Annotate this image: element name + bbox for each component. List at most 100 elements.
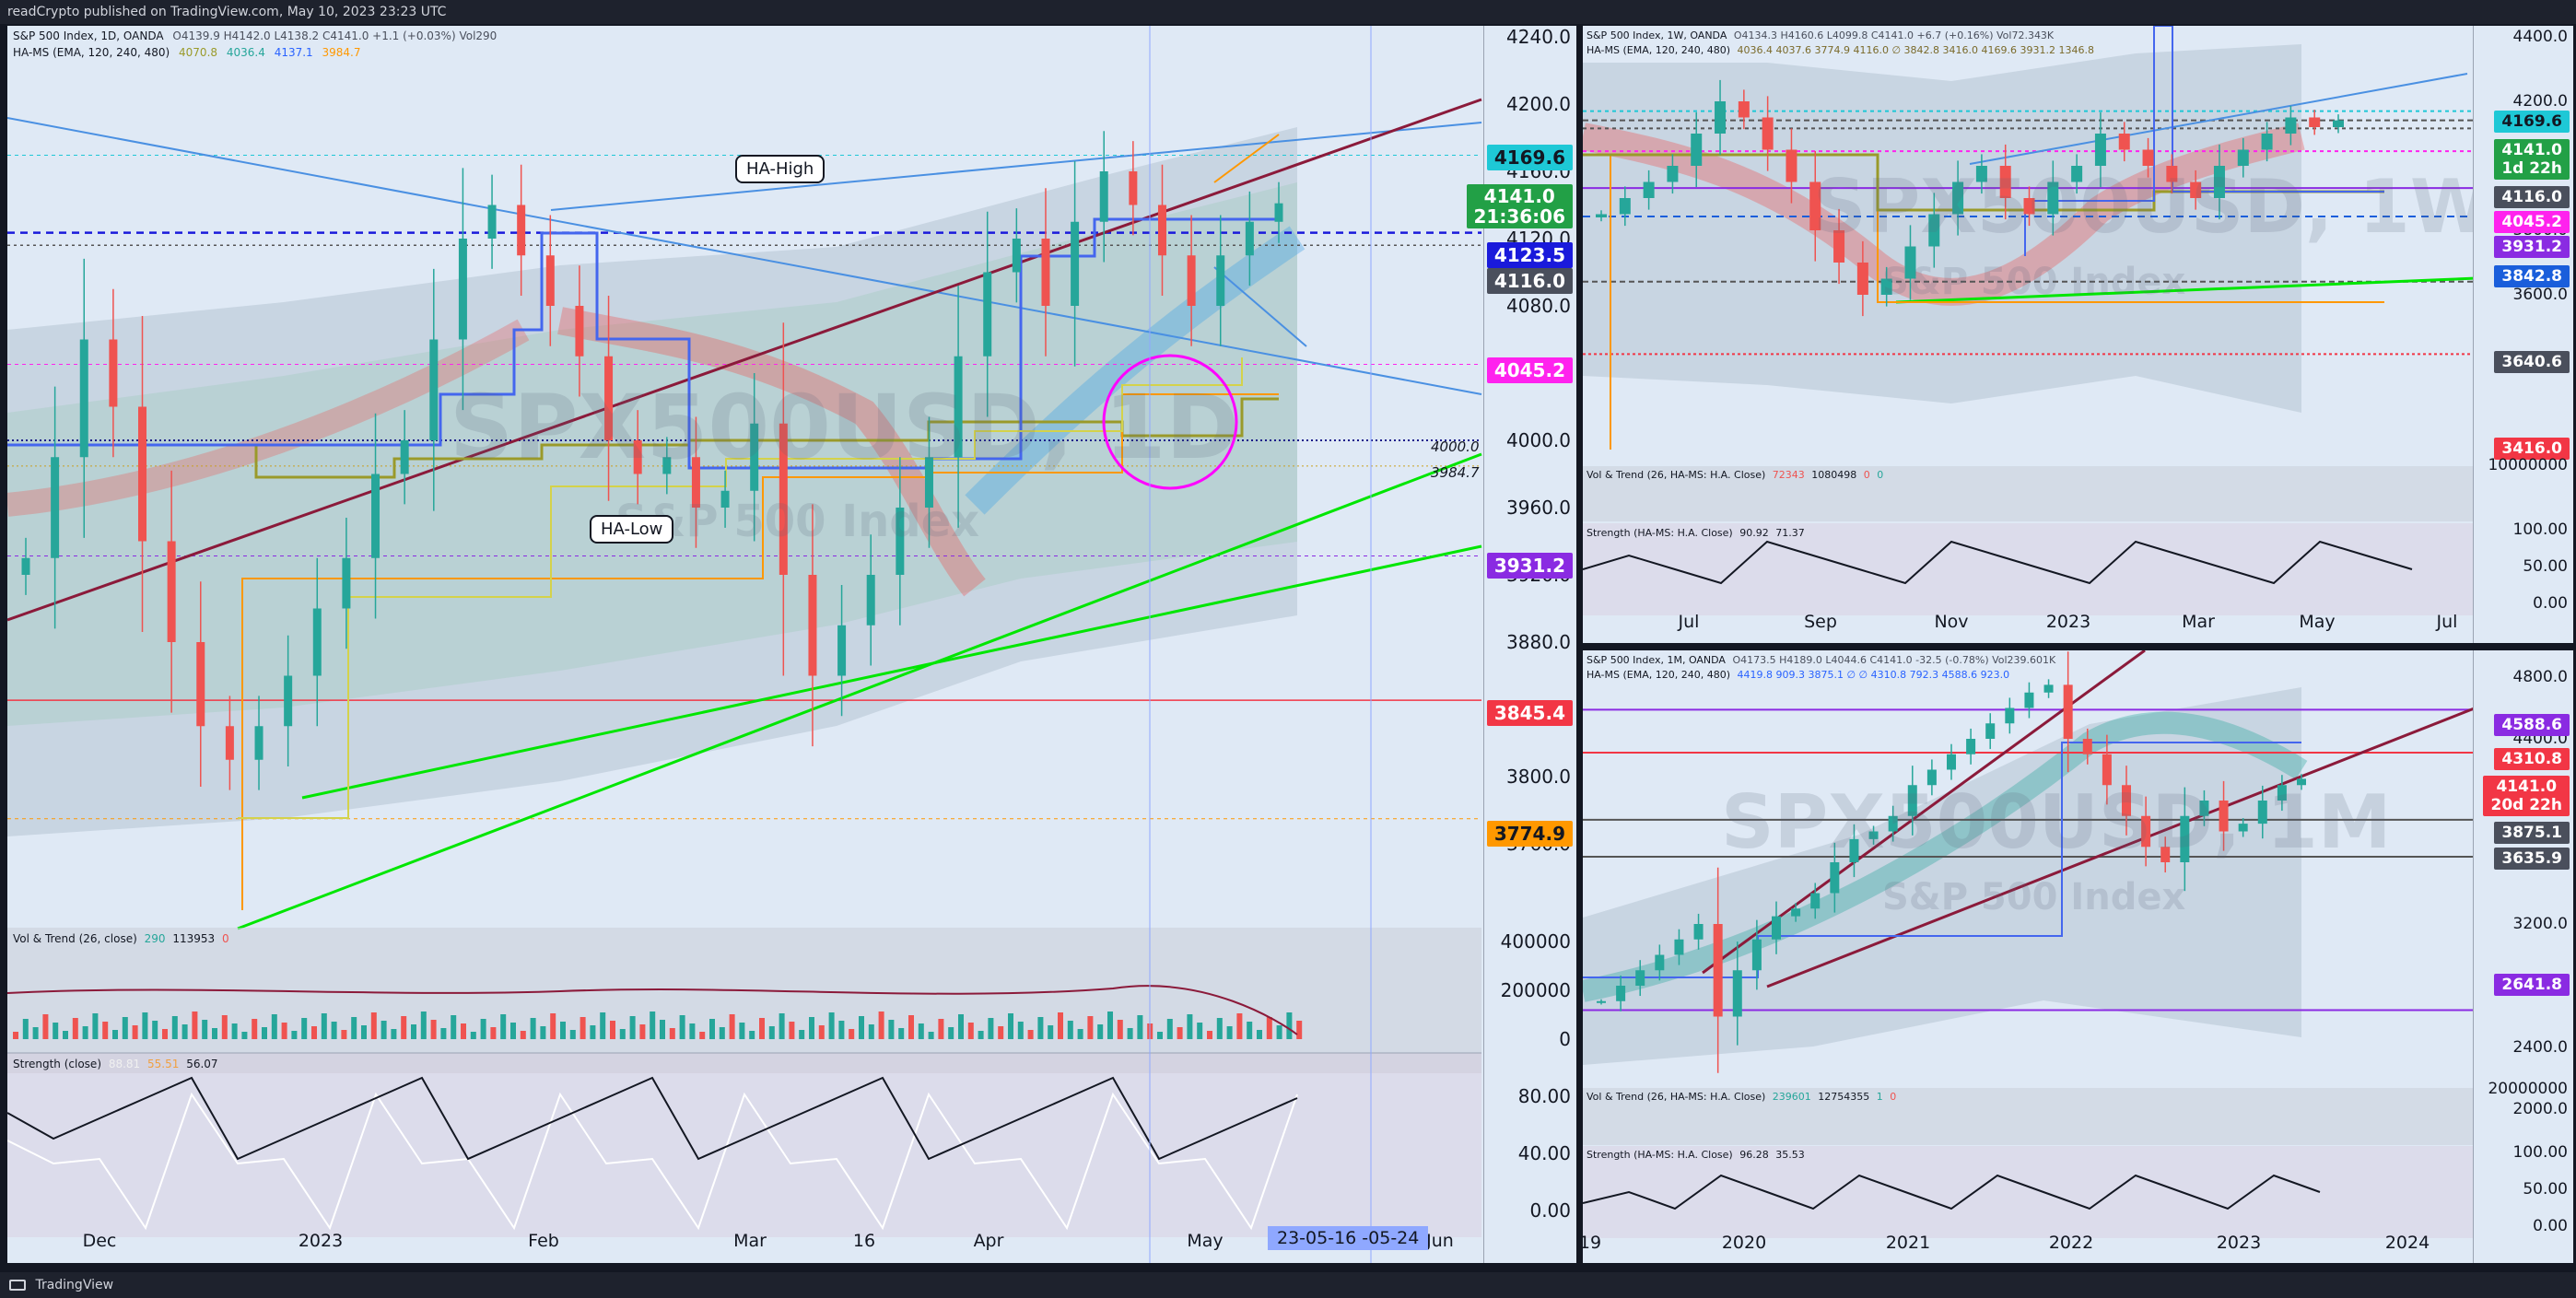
daily-vol-bar-112 (1127, 1028, 1133, 1039)
monthly-chart-canvas[interactable] (1583, 650, 2573, 1263)
monthly-tick-6: 2400.0 (2512, 1038, 2568, 1057)
daily-candle-42 (1245, 221, 1254, 256)
daily-tag-4123: 4123.5 (1486, 242, 1573, 268)
daily-vol-bar-119 (1197, 1023, 1203, 1039)
panel-divider-horizontal[interactable] (1583, 643, 2576, 650)
monthly-indicator-values: 4419.8 909.3 3875.1 ∅ ∅ 4310.8 792.3 458… (1737, 669, 2010, 681)
daily-vol-bar-13 (142, 1012, 148, 1039)
tradingview-logo-icon (9, 1280, 26, 1291)
daily-vol-bar-10 (112, 1030, 118, 1039)
weekly-candle-18 (2023, 198, 2035, 215)
weekly-candle-13 (1904, 246, 1916, 279)
weekly-legend-indicator[interactable]: HA-MS (EMA, 120, 240, 480) 4036.4 4037.6… (1587, 44, 2094, 56)
daily-vol-bar-1 (22, 1019, 29, 1039)
weekly-strength-legend[interactable]: Strength (HA-MS: H.A. Close) 90.92 71.37 (1587, 527, 1805, 539)
weekly-candle-31 (2333, 120, 2344, 127)
daily-candle-4 (138, 406, 147, 542)
daily-vol-bar-115 (1157, 1032, 1163, 1039)
daily-chart-panel[interactable]: SPX500USD, 1D S&P 500 Index S&P 500 Inde… (7, 26, 1576, 1263)
daily-candle-22 (662, 457, 672, 474)
daily-price-scale[interactable]: 4240.04200.04160.04120.04080.04040.04000… (1466, 26, 1576, 1263)
daily-legend-symbol[interactable]: S&P 500 Index, 1D, OANDA O4139.9 H4142.0… (13, 29, 497, 42)
daily-vol-bar-58 (590, 1025, 596, 1039)
monthly-chart-panel[interactable]: SPX500USD, 1M S&P 500 Index S&P 500 Inde… (1583, 650, 2573, 1263)
daily-candle-9 (284, 675, 293, 727)
monthly-legend-symbol[interactable]: S&P 500 Index, 1M, OANDA O4173.5 H4189.0… (1587, 654, 2055, 666)
daily-tick-7: 3960.0 (1506, 497, 1571, 519)
daily-vol-bar-54 (550, 1013, 556, 1039)
panel-divider-vertical[interactable] (1576, 24, 1583, 1272)
monthly-xlabel-0: 19 (1583, 1233, 1602, 1253)
daily-vol-bar-101 (1017, 1022, 1024, 1039)
weekly-chart-panel[interactable]: SPX500USD, 1W S&P 500 Index S&P 500 Inde… (1583, 26, 2573, 643)
daily-vol-bar-76 (768, 1026, 775, 1039)
daily-symbol-label: S&P 500 Index, 1D, OANDA (13, 29, 164, 42)
weekly-xlabel-5: May (2299, 612, 2336, 632)
monthly-vol-legend[interactable]: Vol & Trend (26, HA-MS: H.A. Close) 2396… (1587, 1091, 1896, 1103)
weekly-candle-4 (1691, 134, 1703, 166)
daily-vol-bar-87 (878, 1012, 884, 1039)
daily-vol-bar-55 (560, 1022, 566, 1039)
monthly-xlabel-1: 2020 (1721, 1233, 1767, 1253)
daily-cloud-inner (7, 182, 1297, 726)
daily-vol-bar-40 (411, 1024, 416, 1039)
daily-vol-legend[interactable]: Vol & Trend (26, close) 290 113953 0 (13, 932, 229, 945)
monthly-cloud (1583, 687, 2301, 1065)
daily-crosshair-time-label: 23-05-16 -05-24 (1268, 1226, 1429, 1250)
daily-vol-bar-82 (828, 1012, 835, 1039)
weekly-indicator-name: HA-MS (EMA, 120, 240, 480) (1587, 44, 1731, 56)
weekly-candle-26 (2213, 166, 2225, 198)
daily-vol-bar-0 (13, 1032, 18, 1039)
daily-candle-26 (779, 423, 788, 575)
weekly-tag-4116: 4116.0 (2494, 186, 2570, 208)
daily-vol-bar-52 (530, 1018, 536, 1039)
daily-vol-bar-19 (202, 1020, 208, 1039)
daily-vol-bar-100 (1008, 1013, 1013, 1039)
daily-legend-indicator[interactable]: HA-MS (EMA, 120, 240, 480) 4070.8 4036.4… (13, 46, 361, 59)
monthly-strength-legend[interactable]: Strength (HA-MS: H.A. Close) 96.28 35.53 (1587, 1149, 1805, 1161)
daily-candle-28 (837, 625, 847, 676)
daily-chart-canvas[interactable] (7, 26, 1576, 1263)
monthly-price-scale[interactable]: 4800.04400.04000.03600.03200.02800.02400… (2473, 650, 2573, 1263)
daily-vol-bar-62 (629, 1016, 636, 1039)
monthly-strength-line (1583, 1174, 2321, 1210)
daily-candle-6 (196, 642, 205, 727)
weekly-chart-canvas[interactable] (1583, 26, 2573, 643)
weekly-candle-0 (1596, 214, 1607, 217)
daily-vol-pane (7, 928, 1481, 1073)
daily-vol-bar-7 (82, 1026, 88, 1039)
daily-strength-legend[interactable]: Strength (close) 88.81 55.51 56.07 (13, 1058, 218, 1070)
weekly-candle-12 (1880, 278, 1892, 295)
weekly-legend-symbol[interactable]: S&P 500 Index, 1W, OANDA O4134.3 H4160.6… (1587, 29, 2054, 41)
weekly-vol-legend[interactable]: Vol & Trend (26, HA-MS: H.A. Close) 7234… (1587, 469, 1883, 481)
monthly-candle-1 (1616, 986, 1626, 1001)
daily-watermark: SPX500USD, 1D (450, 376, 1240, 479)
daily-vol-bar-24 (252, 1019, 258, 1039)
weekly-xlabel-6: Jul (2436, 612, 2458, 632)
monthly-candle-21 (2005, 707, 2015, 724)
daily-vol-bar-6 (72, 1018, 78, 1039)
daily-vol-bar-85 (859, 1016, 864, 1039)
daily-vol-bar-5 (63, 1031, 68, 1039)
daily-candle-3 (109, 339, 118, 407)
weekly-tag-last: 4141.0 1d 22h (2494, 139, 2570, 180)
daily-vol-bar-126 (1266, 1017, 1272, 1039)
monthly-legend-indicator[interactable]: HA-MS (EMA, 120, 240, 480) 4419.8 909.3 … (1587, 669, 2009, 681)
publish-header-text: readCrypto published on TradingView.com,… (7, 5, 447, 19)
daily-candle-8 (254, 726, 263, 760)
ha-low-callout: HA-Low (590, 515, 674, 544)
daily-vol-bar-16 (171, 1016, 178, 1039)
daily-candle-36 (1071, 221, 1080, 306)
monthly-candle-8 (1751, 939, 1762, 971)
daily-vol-bar-38 (391, 1029, 397, 1039)
monthly-candle-11 (1810, 893, 1821, 909)
weekly-watermark-sub: S&P 500 Index (1882, 261, 2186, 303)
daily-vol-bar-23 (241, 1032, 248, 1039)
daily-tick-11: 3800.0 (1506, 766, 1571, 788)
weekly-candle-8 (1786, 149, 1797, 182)
daily-vol-bar-107 (1077, 1029, 1083, 1039)
daily-candle-27 (808, 575, 817, 676)
daily-vol-bar-113 (1137, 1015, 1143, 1039)
daily-strength-black-line (7, 1076, 1298, 1161)
